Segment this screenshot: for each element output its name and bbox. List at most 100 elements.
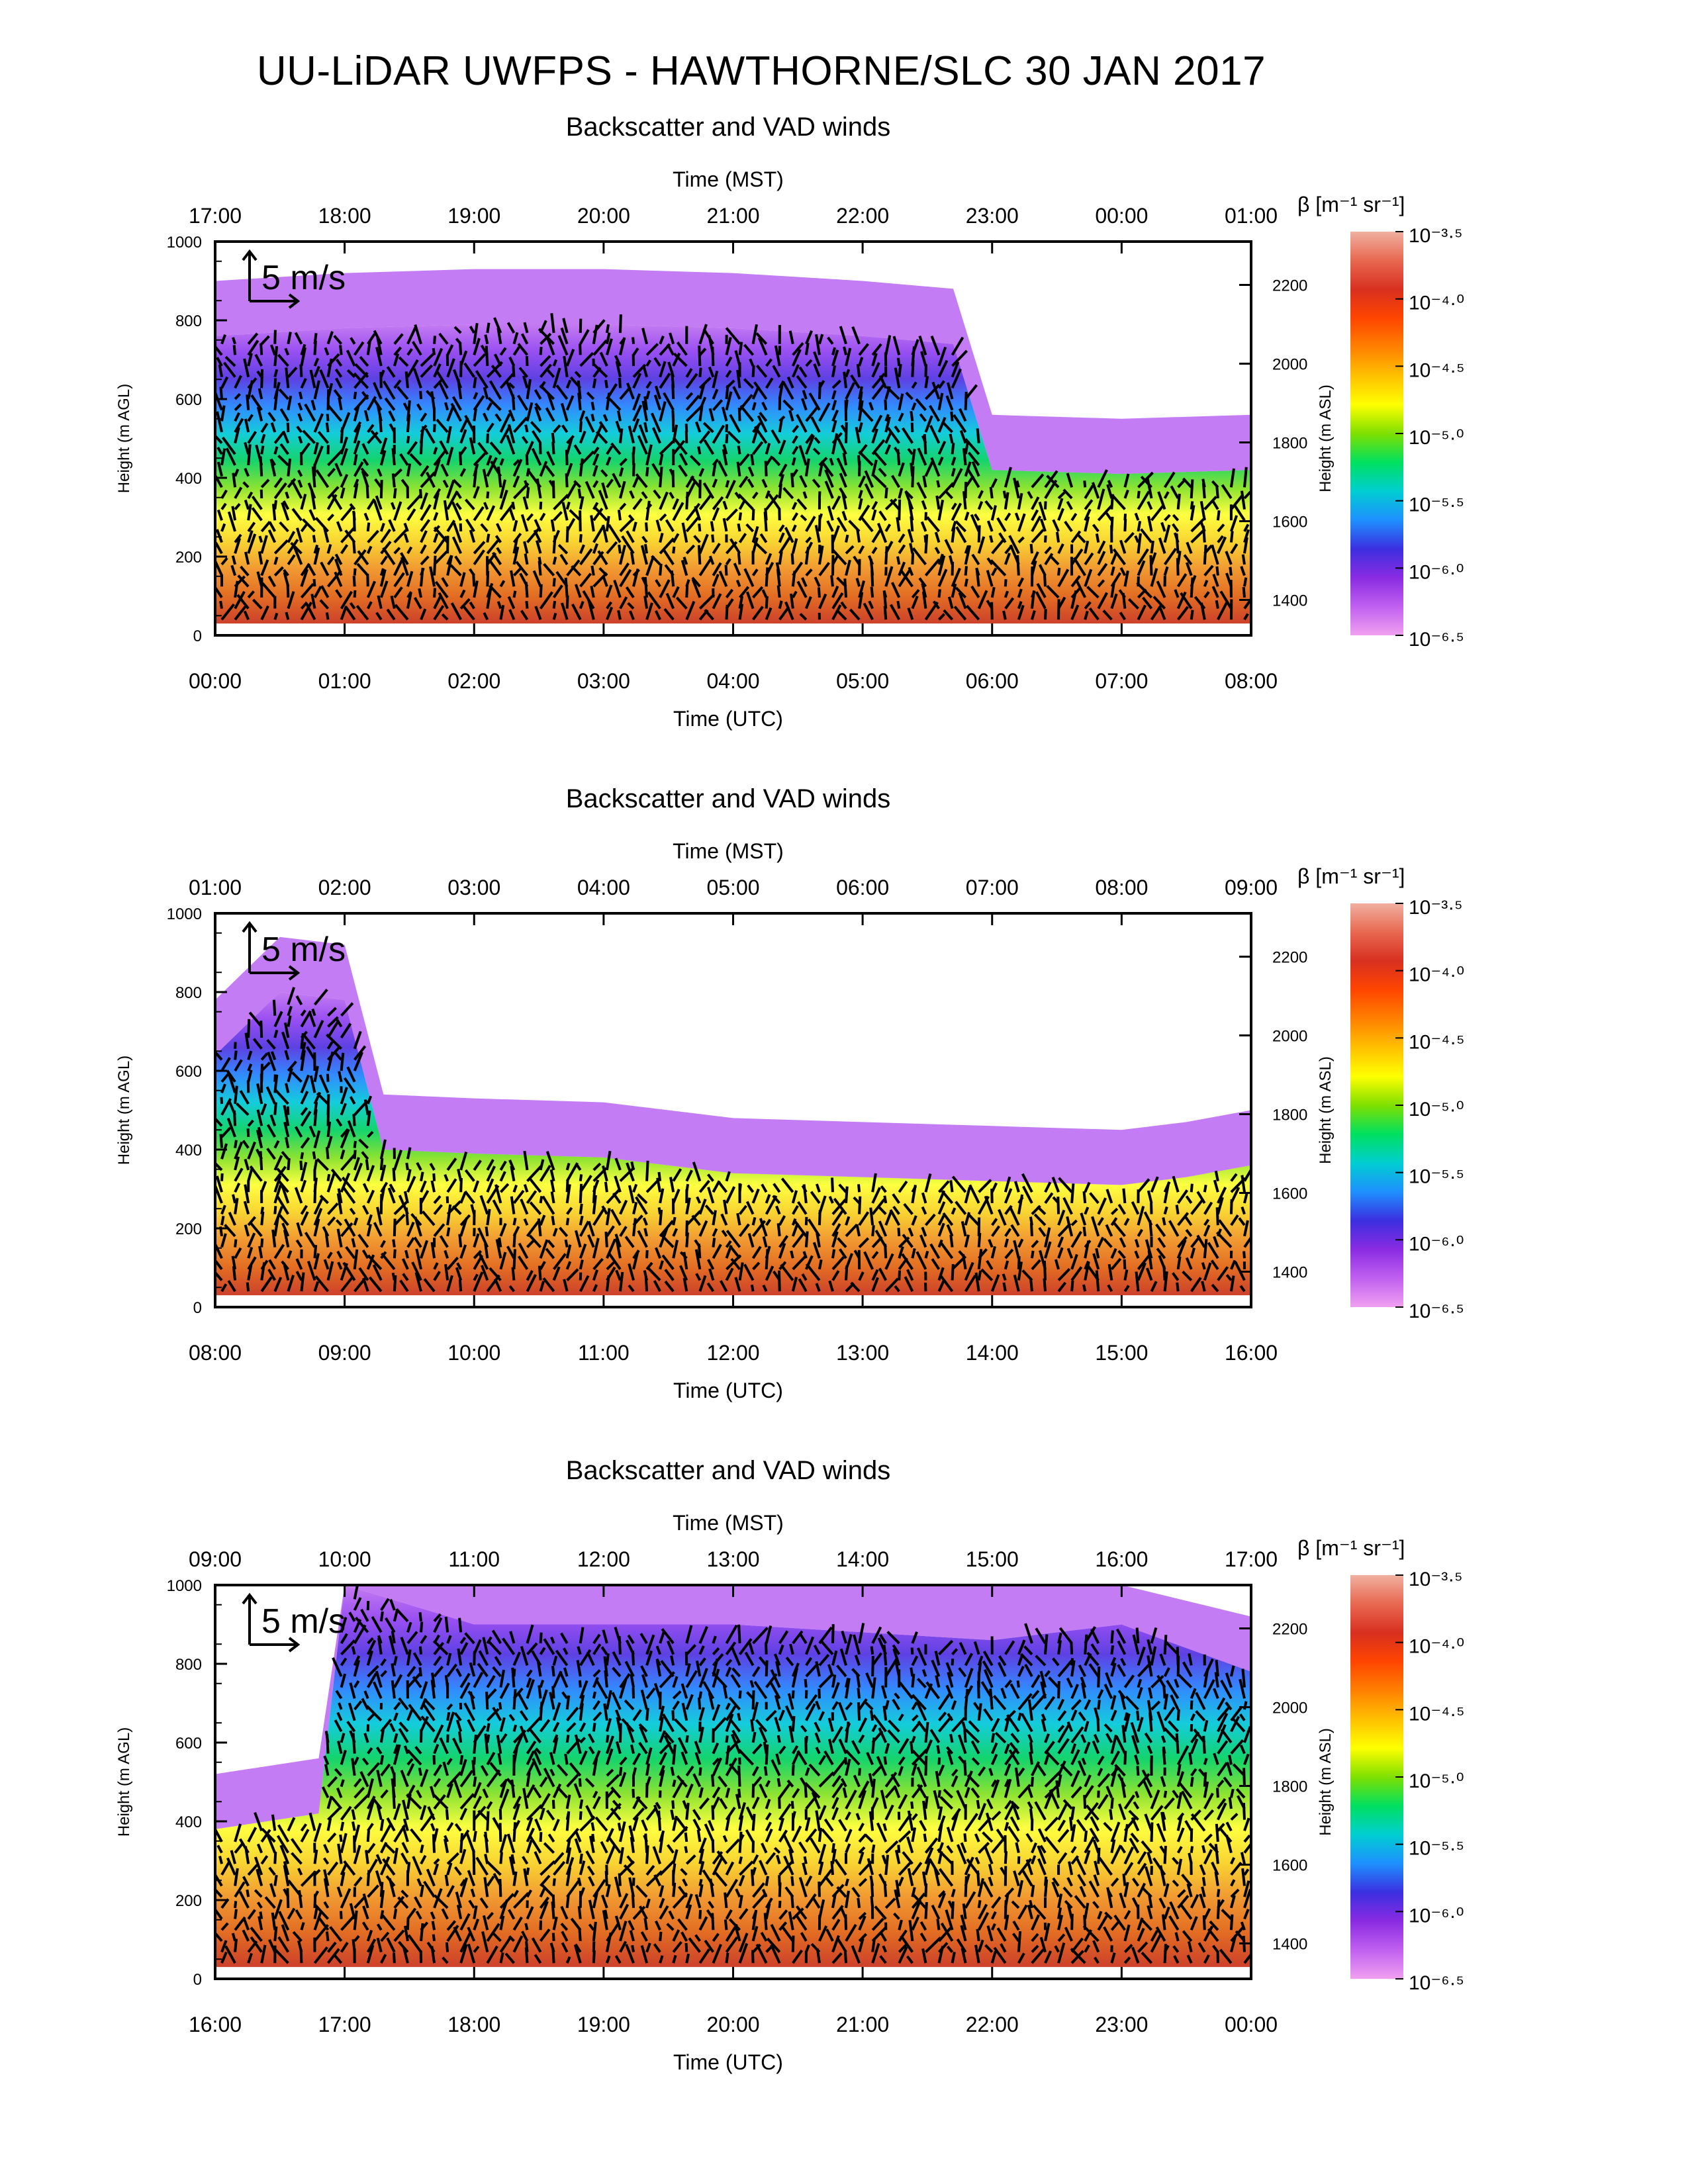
wind-vector xyxy=(910,1647,914,1655)
wind-vector xyxy=(254,1889,263,1898)
wind-vector xyxy=(343,1077,356,1094)
wind-vector xyxy=(539,1689,548,1710)
wind-vector xyxy=(406,441,418,455)
wind-vector xyxy=(215,433,223,444)
wind-vector xyxy=(792,1788,800,1799)
wind-vector xyxy=(884,444,892,455)
wind-vector xyxy=(486,1801,493,1809)
wind-vector xyxy=(297,413,303,422)
wind-vector xyxy=(737,523,741,532)
wind-vector xyxy=(974,513,980,522)
wind-vector xyxy=(560,327,569,345)
wind-vector xyxy=(232,473,237,488)
wind-vector xyxy=(1137,1228,1143,1237)
wind-vector xyxy=(974,1833,980,1843)
wind-vector xyxy=(380,1954,387,1964)
wind-vector xyxy=(446,1227,451,1237)
wind-vector xyxy=(728,1763,741,1777)
wind-vector xyxy=(1150,504,1165,522)
wind-vector xyxy=(360,467,369,477)
wind-vector xyxy=(375,1670,383,1688)
wind-vector xyxy=(961,1948,967,1964)
wind-vector xyxy=(250,1222,263,1238)
wind-vector xyxy=(347,1120,356,1138)
wind-vector xyxy=(215,1872,223,1887)
wind-vector xyxy=(782,381,794,400)
wind-vector xyxy=(706,1909,715,1920)
wind-vector xyxy=(234,392,241,400)
wind-vector xyxy=(610,442,622,455)
wind-vector xyxy=(592,319,606,334)
wind-vector xyxy=(1070,548,1084,566)
wind-vector xyxy=(484,1733,489,1754)
wind-vector xyxy=(1031,1933,1039,1942)
wind-vector xyxy=(499,1778,508,1788)
wind-vector xyxy=(617,510,622,521)
wind-vector xyxy=(986,1798,994,1809)
wind-vector xyxy=(592,1796,601,1809)
wind-vector xyxy=(737,407,741,422)
wind-vector xyxy=(871,459,878,477)
wind-vector xyxy=(526,1190,538,1205)
wind-vector xyxy=(380,1822,393,1843)
wind-vector xyxy=(725,1666,732,1677)
wind-vector xyxy=(234,1239,238,1248)
wind-vector xyxy=(778,1630,789,1645)
wind-vector xyxy=(986,570,994,587)
wind-vector xyxy=(313,357,320,367)
wind-vector xyxy=(1092,1253,1100,1270)
wind-vector xyxy=(672,1676,679,1688)
wind-vector xyxy=(371,1615,383,1633)
wind-vector xyxy=(938,1890,946,1898)
wind-vector xyxy=(538,328,555,345)
wind-vector xyxy=(234,537,242,554)
wind-vector xyxy=(525,454,529,466)
wind-vector xyxy=(697,446,702,455)
wind-vector xyxy=(845,1790,857,1809)
wind-vector xyxy=(1135,1791,1140,1798)
wind-vector xyxy=(768,493,781,510)
wind-vector xyxy=(403,1745,409,1754)
wind-vector xyxy=(845,1878,849,1887)
wind-vector xyxy=(1070,604,1080,620)
wind-vector xyxy=(804,1690,808,1699)
wind-vector xyxy=(1004,1640,1015,1655)
wind-vector xyxy=(599,351,608,367)
wind-vector xyxy=(804,1216,808,1226)
wind-vector xyxy=(1017,492,1023,510)
wind-vector xyxy=(782,399,794,412)
wind-vector xyxy=(592,1179,600,1193)
wind-vector xyxy=(698,345,702,367)
wind-vector xyxy=(335,589,343,599)
wind-vector xyxy=(1070,1726,1084,1744)
wind-vector xyxy=(473,1776,477,1787)
wind-vector xyxy=(215,1050,223,1061)
wind-vector xyxy=(340,1888,352,1909)
wind-vector xyxy=(479,1897,489,1909)
wind-vector xyxy=(831,1249,836,1259)
wind-vector xyxy=(379,580,389,598)
wind-vector xyxy=(565,395,575,411)
wind-vector xyxy=(778,474,784,488)
wind-vector xyxy=(606,456,612,466)
wind-vector xyxy=(552,584,563,599)
wind-vector xyxy=(453,369,463,389)
wind-vector xyxy=(473,486,480,499)
wind-vector xyxy=(818,513,823,521)
wind-vector xyxy=(698,1884,704,1897)
wind-vector xyxy=(951,457,957,466)
wind-vector xyxy=(655,1658,661,1666)
wind-vector xyxy=(1134,1250,1140,1259)
y-right-tick-label: 1600 xyxy=(1272,1185,1307,1203)
wind-vector xyxy=(553,424,561,433)
wind-vector xyxy=(831,1775,842,1788)
wind-vector xyxy=(327,514,335,522)
wind-vector xyxy=(1017,1238,1024,1248)
wind-vector xyxy=(1066,1677,1073,1688)
wind-vector xyxy=(400,1889,409,1898)
wind-vector xyxy=(1194,596,1206,610)
wind-vector xyxy=(1211,1283,1219,1293)
wind-vector xyxy=(473,323,479,344)
colorbar-tick-label: 10⁻⁴·⁰ xyxy=(1409,293,1464,314)
wind-vector xyxy=(1159,1845,1166,1854)
